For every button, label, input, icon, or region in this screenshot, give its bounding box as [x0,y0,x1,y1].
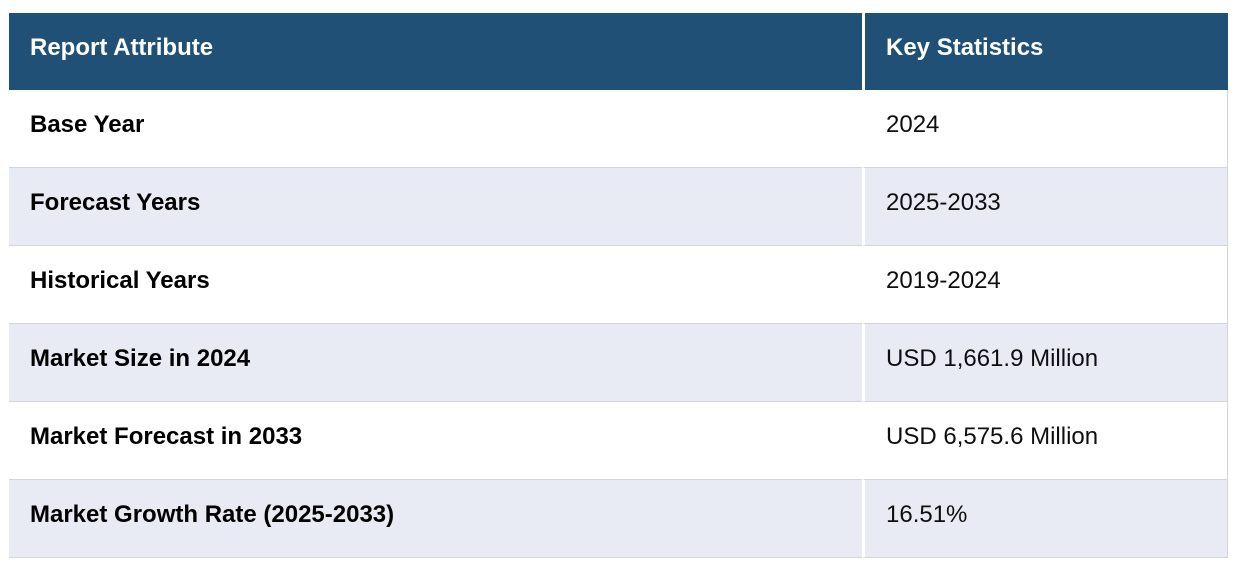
attribute-cell: Historical Years [9,246,862,324]
value-cell: 16.51% [862,480,1228,558]
attribute-cell: Forecast Years [9,168,862,246]
value-cell: 2025-2033 [862,168,1228,246]
table-row: Forecast Years 2025-2033 [9,168,1228,246]
table-row: Market Size in 2024 USD 1,661.9 Million [9,324,1228,402]
table-row: Historical Years 2019-2024 [9,246,1228,324]
attribute-cell: Base Year [9,90,862,168]
table-row: Market Forecast in 2033 USD 6,575.6 Mill… [9,402,1228,480]
table-body: Base Year 2024 Forecast Years 2025-2033 … [9,90,1228,558]
report-attributes-table: Report Attribute Key Statistics Base Yea… [9,13,1228,558]
value-cell: USD 6,575.6 Million [862,402,1228,480]
table-row: Base Year 2024 [9,90,1228,168]
attribute-cell: Market Forecast in 2033 [9,402,862,480]
value-cell: 2024 [862,90,1228,168]
value-cell: USD 1,661.9 Million [862,324,1228,402]
attribute-cell: Market Growth Rate (2025-2033) [9,480,862,558]
attribute-cell: Market Size in 2024 [9,324,862,402]
header-row: Report Attribute Key Statistics [9,13,1228,90]
column-header-key-statistics: Key Statistics [862,13,1228,90]
value-cell: 2019-2024 [862,246,1228,324]
column-header-report-attribute: Report Attribute [9,13,862,90]
table-row: Market Growth Rate (2025-2033) 16.51% [9,480,1228,558]
